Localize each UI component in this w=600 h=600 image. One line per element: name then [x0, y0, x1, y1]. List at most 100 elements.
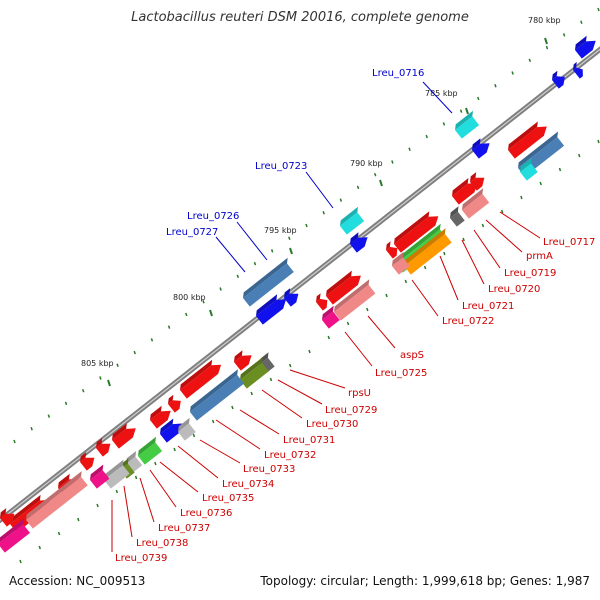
major-tick: [107, 379, 111, 387]
gene-block-top: [178, 417, 190, 432]
scale-tick: [597, 7, 600, 12]
gene-block-top: [150, 405, 162, 420]
gene-block: [190, 374, 244, 421]
gene-block: [552, 76, 565, 89]
gene-block-top: [552, 70, 558, 80]
leader-line: [439, 255, 459, 301]
gene-block-top: [240, 357, 263, 380]
scale-tick: [494, 83, 497, 88]
scale-tick: [373, 172, 377, 177]
gene-block: [160, 423, 183, 443]
scale-tick-inner: [366, 307, 369, 312]
gene-label-bottom: Lreu_0730: [306, 419, 358, 430]
scale-tick: [545, 45, 549, 50]
gene-block-top: [284, 288, 291, 298]
scale-tick: [580, 20, 583, 24]
gene-label-bottom: Lreu_0739: [115, 553, 167, 564]
scale-tick: [477, 96, 480, 101]
gene-block-top: [112, 423, 127, 440]
scale-tick-inner: [115, 489, 119, 494]
scale-tick: [47, 414, 51, 418]
tick-label: 795 kbp: [264, 226, 297, 235]
scale-tick-inner: [269, 377, 273, 382]
scale-tick: [528, 58, 532, 63]
scale-tick-inner: [462, 237, 465, 242]
gene-label-bottom: Lreu_0736: [180, 508, 232, 519]
leader-line: [461, 239, 485, 285]
scale-tick: [150, 338, 154, 342]
scale-tick-inner: [173, 447, 176, 452]
scale-tick-inner: [154, 461, 157, 466]
accession-text: Accession: NC_009513: [9, 574, 146, 588]
gene-block-top: [256, 294, 278, 316]
gene-block-top: [243, 257, 288, 298]
leader-line: [485, 219, 523, 253]
genome-title: Lactobacillus reuteri DSM 20016, complet…: [131, 10, 469, 25]
gene-label-bottom: Lreu_0721: [462, 301, 514, 312]
scale-tick: [408, 147, 411, 152]
gene-block-top: [334, 279, 370, 312]
leader-line: [177, 445, 219, 479]
leader-line: [261, 389, 303, 419]
gene-block-top: [340, 206, 358, 226]
gene-block: [316, 298, 328, 311]
leader-line: [344, 331, 373, 367]
gene-block: [168, 400, 181, 413]
leader-line: [277, 379, 323, 405]
gene-label-bottom: prmA: [526, 251, 553, 262]
gene-block: [450, 211, 465, 227]
gene-block: [394, 216, 439, 253]
scale-tick-inner: [211, 419, 215, 424]
gene-block-top: [394, 211, 430, 244]
scale-tick: [116, 363, 119, 368]
scale-tick-inner: [346, 321, 350, 326]
gene-block: [0, 513, 15, 527]
scale-tick: [81, 388, 85, 393]
gene-block-top: [26, 471, 82, 520]
tick-label: 785 kbp: [425, 89, 458, 98]
gene-block: [350, 237, 368, 253]
gene-block: [386, 246, 398, 259]
scale-tick-inner: [77, 517, 80, 522]
scale-tick-inner: [385, 293, 388, 298]
gene-block-top: [404, 228, 446, 266]
gene-block-top: [450, 206, 459, 218]
gene-label-bottom: Lreu_0725: [375, 368, 427, 379]
gene-block-top: [104, 459, 124, 480]
gene-block: [260, 357, 275, 373]
gene-label-bottom: Lreu_0734: [222, 479, 274, 490]
gene-label-bottom: aspS: [400, 350, 424, 361]
gene-block: [520, 163, 538, 181]
scale-tick: [442, 122, 446, 126]
scale-tick: [356, 185, 360, 190]
scale-tick: [236, 274, 240, 279]
gene-block-top: [190, 369, 238, 412]
gene-block: [508, 126, 547, 159]
leader-line: [411, 279, 439, 317]
gene-block-top: [392, 251, 404, 266]
scale-tick: [511, 71, 514, 75]
scale-tick-inner: [404, 279, 408, 284]
gene-block-top: [386, 241, 391, 250]
gene-block: [470, 177, 485, 191]
gene-block: [340, 212, 365, 235]
gene-label-bottom: Lreu_0735: [202, 493, 254, 504]
major-tick: [465, 107, 469, 115]
gene-block-top: [470, 172, 477, 182]
gene-block: [240, 362, 269, 389]
gene-block: [112, 428, 136, 449]
scale-tick: [253, 261, 257, 266]
leader-line: [215, 419, 261, 450]
leader-line: [123, 485, 133, 538]
gene-block-top: [180, 359, 213, 390]
gene-block-top: [518, 131, 558, 168]
gene-block: [178, 423, 196, 441]
leader-line: [239, 409, 280, 435]
gene-block: [326, 275, 361, 305]
gene-label-bottom: Lreu_0720: [488, 284, 540, 295]
leader-line: [236, 221, 268, 261]
gene-label-bottom: Lreu_0731: [283, 435, 335, 446]
scale-tick: [167, 325, 171, 329]
gene-block: [334, 284, 376, 321]
scale-tick: [562, 33, 566, 37]
